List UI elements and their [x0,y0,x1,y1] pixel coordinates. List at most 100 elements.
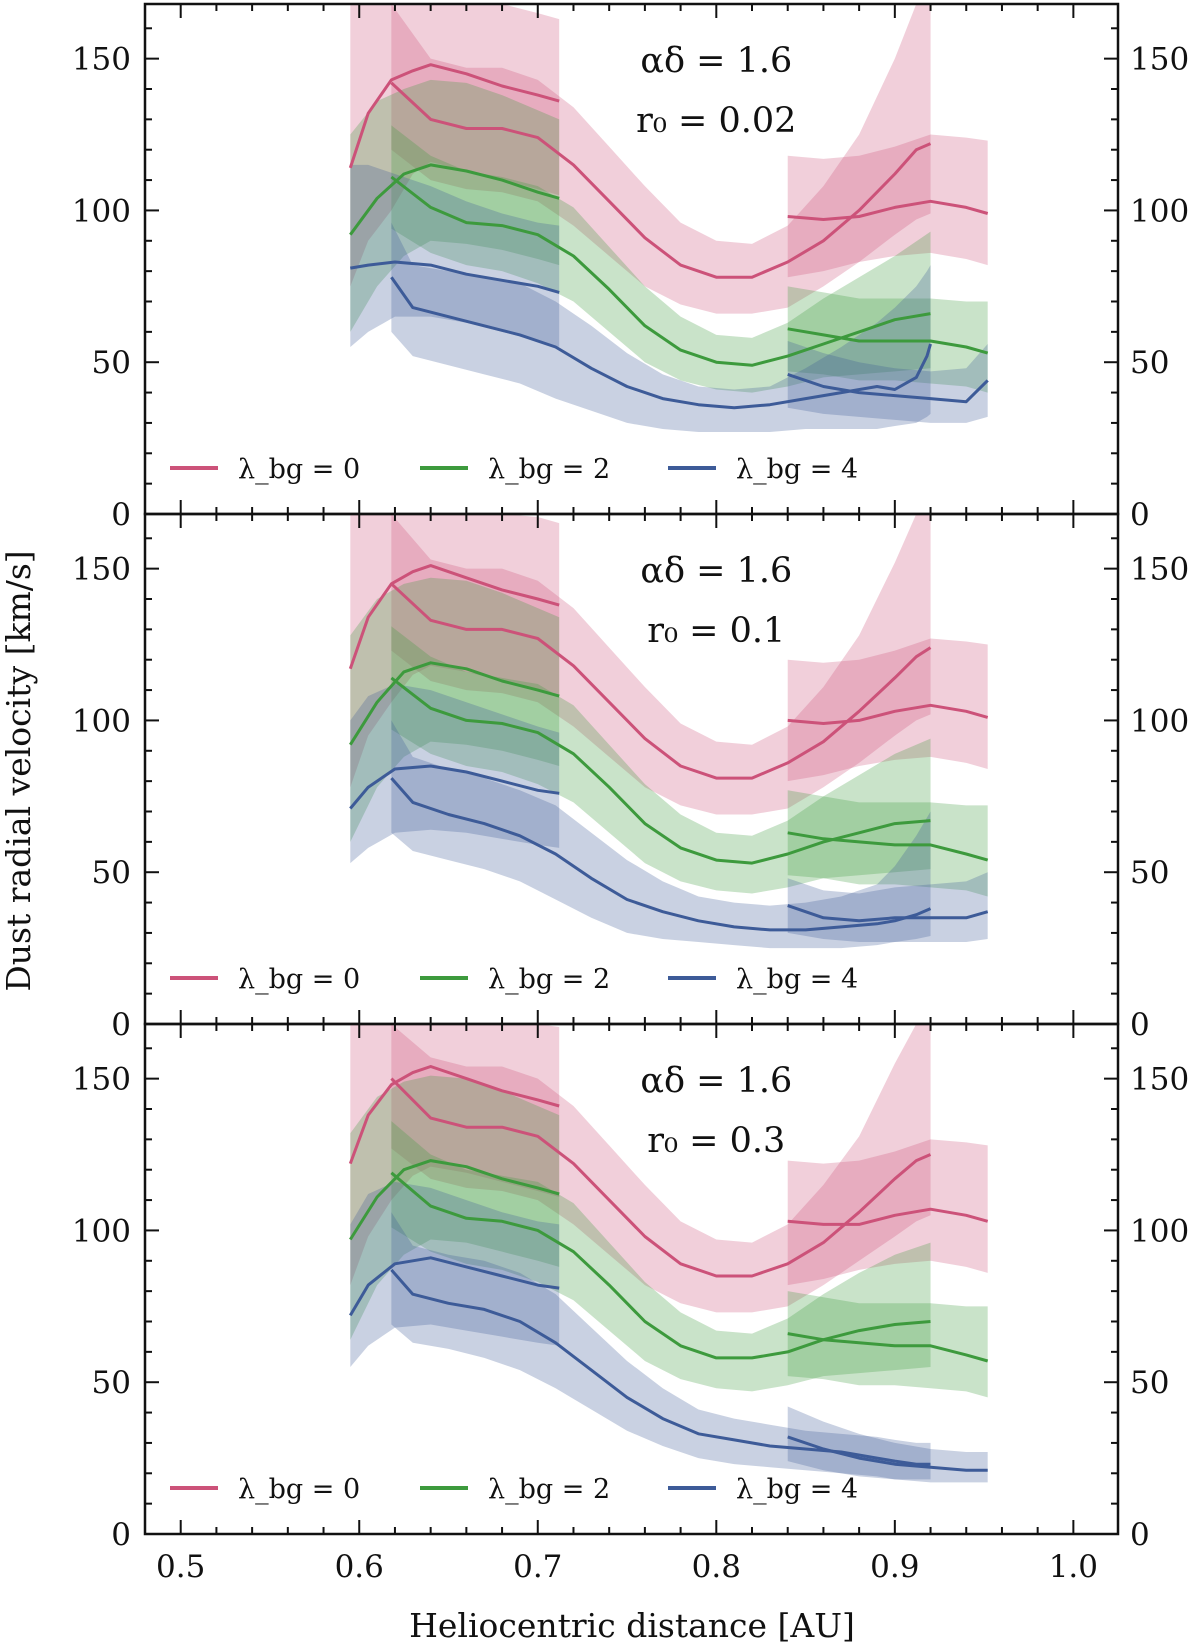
uncertainty-band [787,1139,988,1286]
series-line [787,831,989,862]
y-tick-label-right: 0 [1130,497,1150,533]
series-line [348,63,560,169]
x-tick-label: 0.6 [335,1549,384,1585]
annotation-r0: r₀ = 0.3 [647,1121,785,1161]
legend-label: λ_bg = 2 [488,1474,610,1505]
y-tick-label: 0 [111,497,131,533]
uncertainty-band [391,125,931,393]
y-tick-label: 50 [92,855,131,891]
series-line [390,276,932,410]
series-line [349,764,560,810]
y-tick-label-right: 50 [1130,345,1169,381]
legend-label: λ_bg = 4 [736,1474,858,1505]
uncertainty-band [787,638,988,782]
series-line [787,1435,988,1472]
series-line [390,1171,931,1360]
legend-label: λ_bg = 2 [488,964,610,995]
plot-frame [143,1022,1120,1536]
legend-label: λ_bg = 0 [238,454,360,485]
series-line [348,564,560,670]
uncertainty-band [391,514,931,815]
y-tick-label: 50 [92,345,131,381]
x-axis-title: Heliocentric distance [AU] [409,1606,855,1645]
series-line [350,260,560,294]
series-line [787,703,989,725]
uncertainty-band [391,626,931,894]
series-line [787,1332,989,1363]
y-tick-label-right: 150 [1130,552,1189,588]
series-line [787,327,989,355]
series-line [349,163,560,236]
y-tick-label: 100 [72,193,131,229]
x-tick-label: 1.0 [1049,1549,1098,1585]
series-line [390,1268,931,1466]
y-axis-title: Dust radial velocity [km/s] [0,550,38,991]
x-tick-label: 0.9 [870,1549,919,1585]
legend-label: λ_bg = 2 [488,454,610,485]
legend-label: λ_bg = 0 [238,1474,360,1505]
y-tick-label-right: 150 [1130,1062,1189,1098]
uncertainty-band [391,1212,931,1480]
series-line [787,1207,989,1226]
uncertainty-band [787,286,988,393]
series-line [390,676,931,865]
y-tick-label: 150 [72,42,131,78]
series-line [787,372,989,404]
panel-1: 0 0 50 50 100 100 150 150 αδ = 1.6 r₀ = 0.02 λ_bg … [72,2,1189,533]
legend-label: λ_bg = 0 [238,964,360,995]
y-tick-label-right: 150 [1130,42,1189,78]
legend-label: λ_bg = 4 [736,964,858,995]
uncertainty-band [787,872,988,943]
y-tick-label-right: 100 [1130,193,1189,229]
uncertainty-band [350,514,560,788]
uncertainty-band [391,222,931,433]
y-tick-label-right: 100 [1130,703,1189,739]
panel-2: 0 0 50 50 100 100 150 150 αδ = 1.6 r₀ = 0.1 λ_bg =… [72,512,1189,1043]
y-tick-label: 150 [72,552,131,588]
uncertainty-band [350,684,560,864]
series-line [349,1256,560,1317]
y-tick-label: 100 [72,1213,131,1249]
annotation-alpha-delta: αδ = 1.6 [640,551,792,591]
series-line [390,81,932,279]
uncertainty-band [787,1406,988,1483]
annotation-alpha-delta: αδ = 1.6 [640,1061,792,1101]
uncertainty-band [350,1075,560,1340]
annotation-r0: r₀ = 0.02 [636,101,796,141]
y-tick-label-right: 0 [1130,1517,1150,1553]
series-line [390,1077,932,1278]
annotation-alpha-delta: αδ = 1.6 [640,41,792,81]
y-tick-label-right: 100 [1130,1213,1189,1249]
uncertainty-band [391,720,931,949]
series-line [390,582,932,780]
series-line [349,661,560,746]
y-tick-label: 150 [72,1062,131,1098]
x-tick-label: 0.5 [156,1549,205,1585]
x-tick-label: 0.8 [692,1549,741,1585]
series-line [348,1065,560,1165]
series-line [390,777,932,932]
uncertainty-band [350,1181,560,1368]
y-tick-label-right: 0 [1130,1007,1150,1043]
y-tick-label-right: 50 [1130,855,1169,891]
series-line [787,904,989,923]
annotation-r0: r₀ = 0.1 [647,611,785,651]
uncertainty-band [350,164,560,348]
legend-label: λ_bg = 4 [736,454,858,485]
x-tick-label: 0.7 [513,1549,562,1585]
y-tick-label: 0 [111,1517,131,1553]
uncertainty-band [787,134,988,278]
series-line [787,199,989,221]
panel-3: 0 0 50 50 100 100 150 150 0.5 0.6 0.7 0.8 0.9 1.0 αδ =… [72,1022,1189,1585]
y-tick-label: 100 [72,703,131,739]
y-tick-label-right: 50 [1130,1365,1169,1401]
series-line [349,1159,560,1241]
y-tick-label: 0 [111,1007,131,1043]
uncertainty-band [787,340,988,423]
uncertainty-band [350,79,560,332]
y-tick-label: 50 [92,1365,131,1401]
uncertainty-band [391,4,931,314]
uncertainty-band [350,577,560,842]
uncertainty-band [391,1121,931,1392]
